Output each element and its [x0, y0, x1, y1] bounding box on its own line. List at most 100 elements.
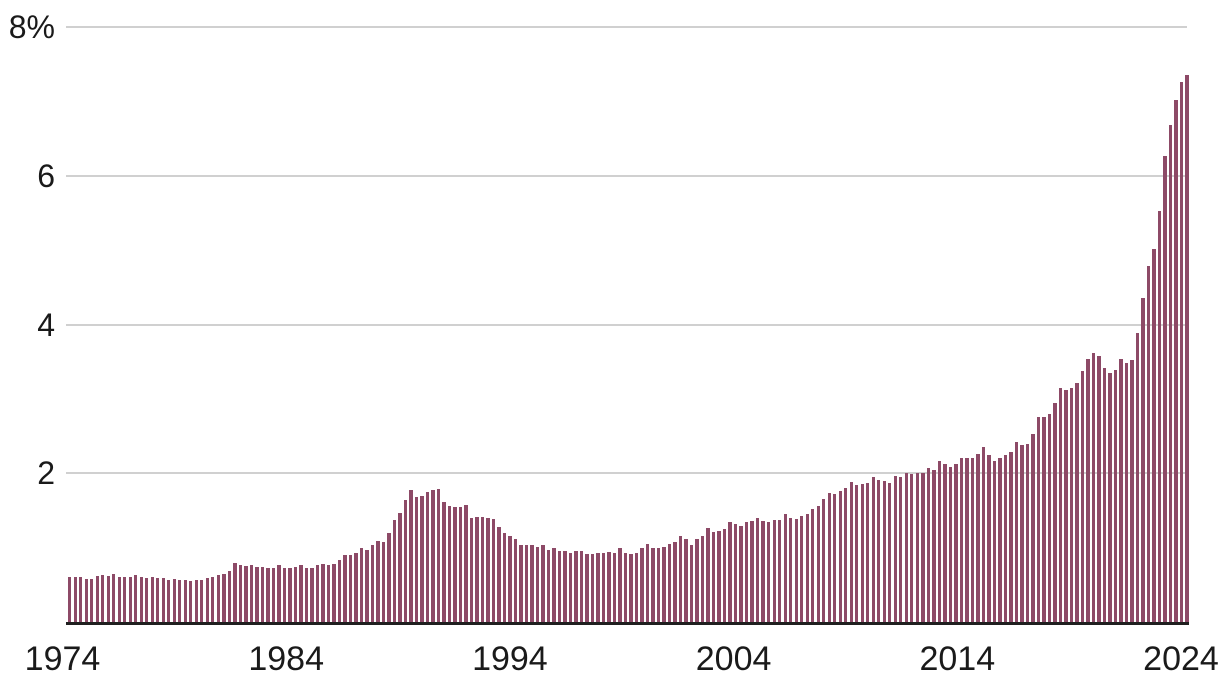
bar — [150, 577, 154, 622]
bar — [271, 567, 276, 622]
bar — [689, 544, 694, 622]
x-axis-line — [66, 622, 1189, 625]
bar — [354, 552, 358, 622]
bar — [475, 517, 479, 622]
bar — [921, 472, 925, 622]
bar — [915, 473, 919, 622]
bar — [629, 553, 633, 622]
bar — [816, 505, 820, 622]
bar — [145, 578, 149, 622]
bar — [1053, 403, 1057, 622]
bar — [899, 476, 903, 622]
bar — [205, 578, 209, 622]
bar — [590, 554, 595, 622]
bar — [370, 544, 375, 622]
bar — [524, 544, 529, 622]
bar — [68, 577, 72, 622]
bar — [568, 552, 573, 622]
bar — [392, 520, 397, 622]
bar — [365, 549, 369, 622]
bar — [1075, 383, 1079, 622]
gridline-2 — [66, 472, 1187, 475]
bar — [84, 578, 88, 622]
bar — [871, 476, 875, 622]
bar — [101, 575, 105, 622]
bar — [326, 565, 331, 622]
bar — [1014, 442, 1019, 622]
bar — [1003, 454, 1008, 622]
bar — [255, 566, 259, 622]
bar — [310, 567, 314, 622]
bar — [513, 539, 518, 622]
bar — [277, 565, 281, 622]
bar — [981, 447, 986, 622]
bar — [117, 576, 121, 622]
bar — [755, 517, 760, 622]
bar — [838, 491, 842, 622]
bar — [420, 496, 424, 622]
bar — [959, 458, 964, 622]
bar — [965, 457, 969, 622]
bar — [502, 532, 507, 622]
bar — [1124, 363, 1129, 622]
bar — [1080, 371, 1085, 622]
bar — [332, 563, 336, 622]
bar — [739, 526, 743, 622]
bar — [717, 530, 721, 622]
bar — [827, 492, 831, 622]
bar — [464, 505, 468, 622]
bar — [656, 548, 661, 622]
bar — [249, 564, 254, 622]
bar — [948, 466, 953, 622]
bar — [1031, 433, 1035, 622]
bar — [750, 520, 754, 622]
bar — [73, 576, 77, 622]
bar — [1036, 417, 1041, 622]
bar — [728, 521, 732, 622]
y-tick-label-4: 4 — [37, 306, 55, 343]
x-tick-label-1994: 1994 — [472, 640, 548, 678]
bar — [288, 568, 292, 622]
bar — [662, 546, 666, 622]
bar — [387, 533, 391, 622]
bar — [299, 565, 303, 622]
bar — [579, 551, 584, 622]
bar — [937, 461, 941, 622]
bar — [700, 535, 705, 622]
bar — [530, 545, 534, 622]
bar — [167, 579, 171, 622]
bar — [1058, 388, 1063, 622]
bar — [789, 517, 793, 622]
bar — [425, 491, 430, 622]
bar — [1042, 416, 1046, 622]
bar — [304, 567, 309, 622]
bar — [634, 552, 639, 622]
bar — [877, 479, 881, 622]
x-tick-label-2004: 2004 — [695, 640, 772, 678]
bar — [398, 512, 402, 622]
bar — [183, 579, 187, 622]
bar — [926, 468, 930, 622]
bar — [601, 552, 606, 622]
bar — [95, 575, 99, 622]
bar — [348, 555, 353, 622]
bar — [800, 515, 804, 622]
bar — [414, 497, 419, 622]
bar — [447, 505, 452, 622]
bar — [541, 544, 545, 622]
bar — [744, 521, 749, 622]
bar — [783, 514, 787, 622]
bar — [381, 542, 386, 622]
bar — [1069, 387, 1074, 622]
bar — [1119, 359, 1123, 622]
bar — [893, 476, 897, 622]
x-tick-label-2014: 2014 — [919, 640, 996, 678]
bar — [172, 578, 176, 622]
bar — [282, 567, 287, 622]
bar — [442, 502, 446, 622]
bar — [519, 544, 523, 622]
bar — [458, 506, 463, 622]
bar — [79, 577, 83, 622]
bar — [161, 578, 165, 622]
